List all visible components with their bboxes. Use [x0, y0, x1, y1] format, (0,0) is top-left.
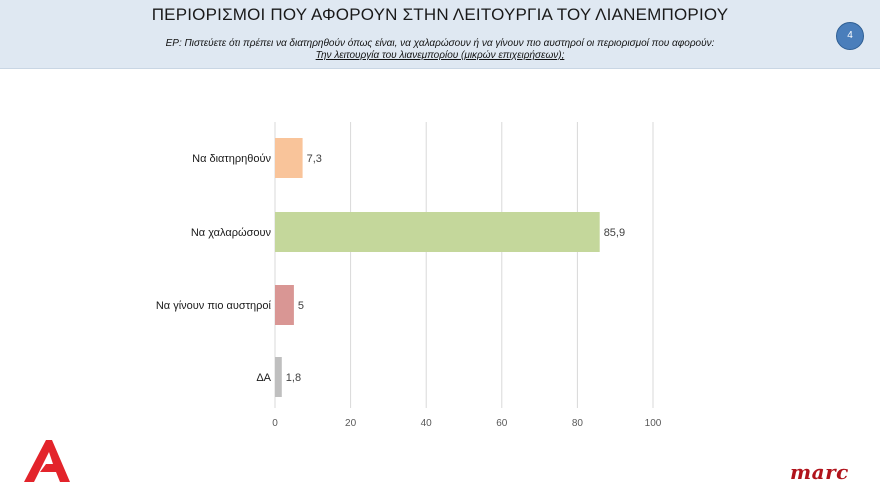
x-tick-label: 20 [345, 418, 357, 429]
bar-1 [275, 212, 600, 252]
survey-question: ΕΡ: Πιστεύετε ότι πρέπει να διατηρηθούν … [165, 38, 715, 49]
brand-logo: marc [790, 460, 849, 484]
page-number-badge: 4 [836, 22, 864, 50]
survey-question-subject: Την λειτουργία του λιανεμπορίου (μικρών … [315, 50, 565, 61]
value-label: 1,8 [286, 372, 301, 384]
x-tick-label: 100 [645, 418, 662, 429]
header-band: ΠΕΡΙΟΡΙΣΜΟΙ ΠΟΥ ΑΦΟΡΟΥΝ ΣΤΗΝ ΛΕΙΤΟΥΡΓΙΑ … [0, 0, 880, 69]
alpha-logo-icon [24, 440, 70, 482]
x-tick-label: 0 [272, 418, 278, 429]
page-title: ΠΕΡΙΟΡΙΣΜΟΙ ΠΟΥ ΑΦΟΡΟΥΝ ΣΤΗΝ ΛΕΙΤΟΥΡΓΙΑ … [151, 5, 729, 24]
x-tick-label: 80 [572, 418, 584, 429]
category-label: ΔΑ [256, 372, 271, 384]
value-label: 85,9 [604, 227, 625, 239]
bar-3 [275, 357, 282, 397]
x-tick-label: 60 [496, 418, 508, 429]
value-label: 7,3 [307, 153, 322, 165]
category-label: Να χαλαρώσουν [191, 227, 272, 239]
category-label: Να διατηρηθούν [192, 153, 271, 165]
x-tick-label: 40 [421, 418, 433, 429]
bar-0 [275, 138, 303, 178]
category-label: Να γίνουν πιο αυστηροί [156, 300, 272, 312]
value-label: 5 [298, 300, 304, 312]
bar-2 [275, 285, 294, 325]
